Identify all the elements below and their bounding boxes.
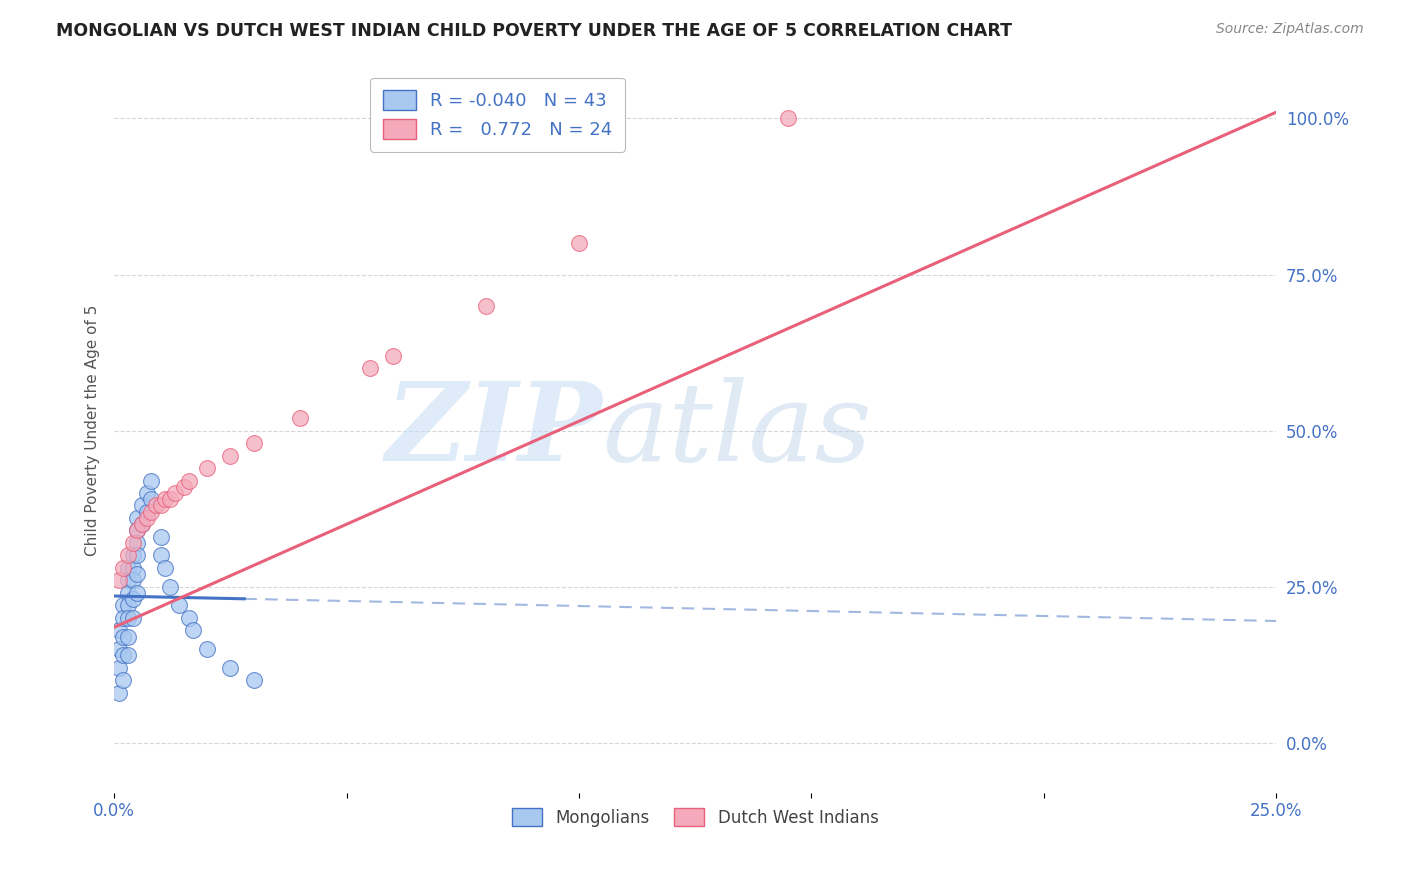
Point	[108, 661, 131, 675]
Point	[127, 511, 149, 525]
Point	[242, 673, 264, 688]
Point	[135, 505, 157, 519]
Point	[117, 611, 139, 625]
Point	[568, 236, 591, 251]
Point	[288, 411, 311, 425]
Point	[195, 461, 218, 475]
Point	[127, 536, 149, 550]
Point	[127, 549, 149, 563]
Point	[141, 505, 163, 519]
Point	[112, 611, 135, 625]
Point	[127, 586, 149, 600]
Point	[159, 580, 181, 594]
Point	[155, 561, 177, 575]
Point	[177, 474, 200, 488]
Point	[167, 599, 190, 613]
Point	[382, 349, 405, 363]
Point	[117, 549, 139, 563]
Point	[117, 561, 139, 575]
Point	[242, 436, 264, 450]
Point	[121, 574, 143, 588]
Point	[108, 686, 131, 700]
Point	[195, 642, 218, 657]
Point	[155, 492, 177, 507]
Point	[219, 449, 242, 463]
Point	[117, 648, 139, 663]
Point	[141, 474, 163, 488]
Point	[112, 561, 135, 575]
Point	[149, 530, 172, 544]
Text: atlas: atlas	[602, 376, 872, 484]
Point	[149, 549, 172, 563]
Point	[127, 524, 149, 538]
Point	[131, 499, 153, 513]
Point	[117, 574, 139, 588]
Point	[219, 661, 242, 675]
Point	[112, 648, 135, 663]
Y-axis label: Child Poverty Under the Age of 5: Child Poverty Under the Age of 5	[86, 305, 100, 557]
Point	[108, 574, 131, 588]
Point	[117, 586, 139, 600]
Point	[112, 630, 135, 644]
Text: Source: ZipAtlas.com: Source: ZipAtlas.com	[1216, 22, 1364, 37]
Point	[121, 611, 143, 625]
Point	[108, 642, 131, 657]
Point	[173, 480, 195, 494]
Point	[181, 624, 204, 638]
Point	[475, 299, 498, 313]
Point	[159, 492, 181, 507]
Point	[149, 499, 172, 513]
Point	[121, 561, 143, 575]
Point	[778, 112, 800, 126]
Point	[112, 673, 135, 688]
Point	[145, 499, 167, 513]
Point	[163, 486, 186, 500]
Point	[359, 361, 381, 376]
Point	[117, 599, 139, 613]
Point	[127, 567, 149, 582]
Point	[127, 524, 149, 538]
Point	[117, 630, 139, 644]
Point	[141, 492, 163, 507]
Text: MONGOLIAN VS DUTCH WEST INDIAN CHILD POVERTY UNDER THE AGE OF 5 CORRELATION CHAR: MONGOLIAN VS DUTCH WEST INDIAN CHILD POV…	[56, 22, 1012, 40]
Point	[135, 511, 157, 525]
Point	[112, 599, 135, 613]
Point	[177, 611, 200, 625]
Text: ZIP: ZIP	[385, 376, 602, 484]
Point	[131, 517, 153, 532]
Point	[121, 536, 143, 550]
Point	[131, 517, 153, 532]
Point	[108, 624, 131, 638]
Legend: Mongolians, Dutch West Indians: Mongolians, Dutch West Indians	[503, 799, 887, 835]
Point	[121, 592, 143, 607]
Point	[121, 549, 143, 563]
Point	[135, 486, 157, 500]
